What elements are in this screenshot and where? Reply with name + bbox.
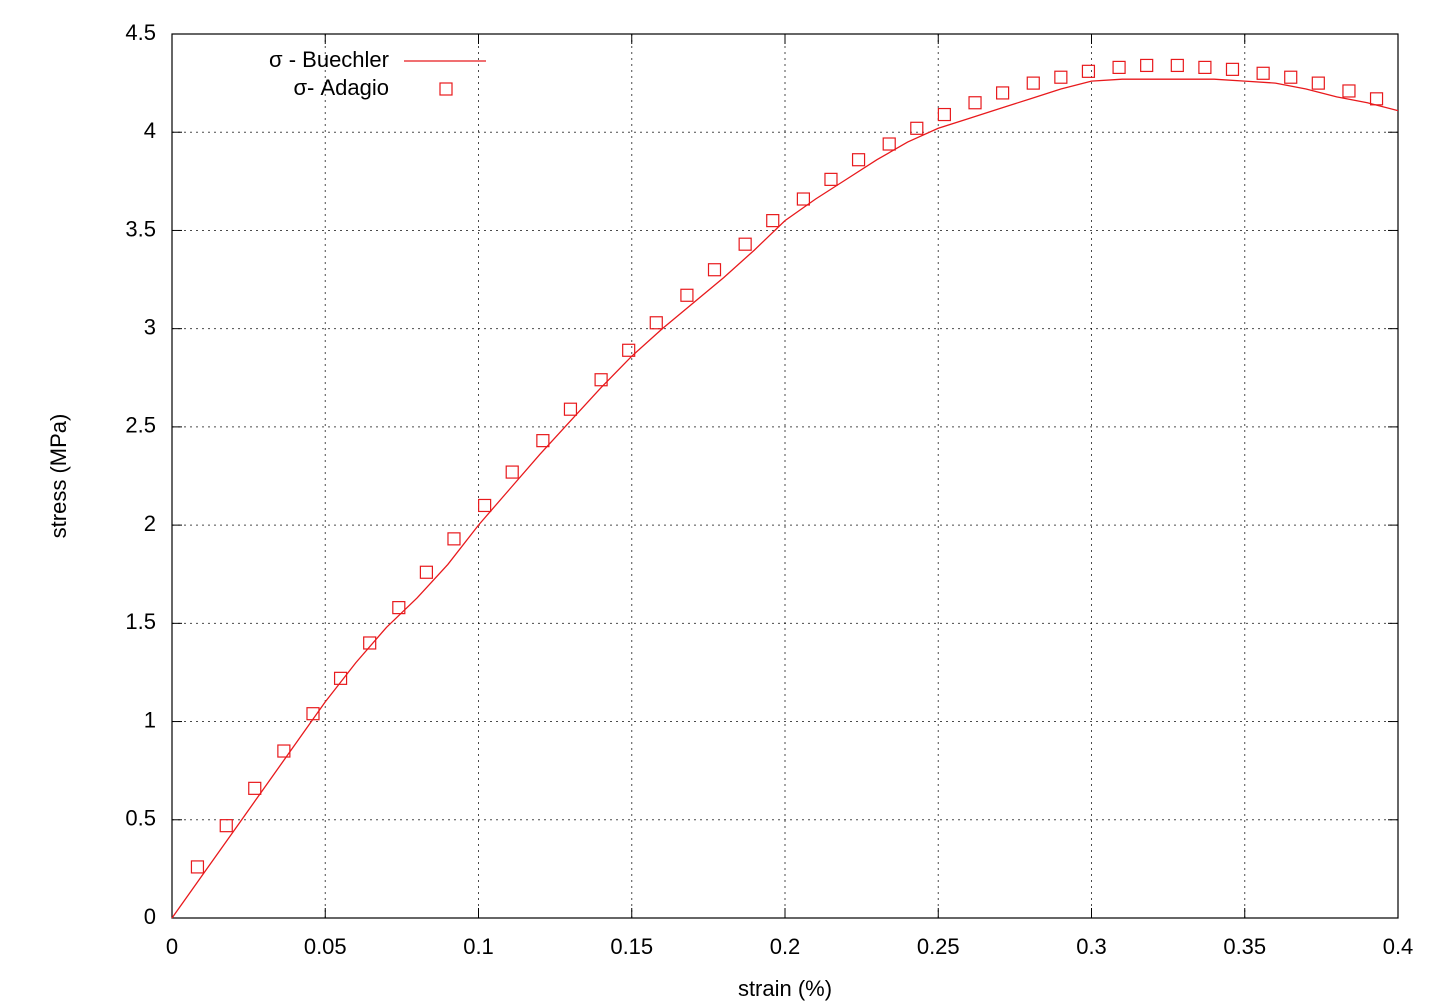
data-point <box>478 498 492 513</box>
data-point <box>419 565 433 579</box>
x-tick-label: 0 <box>166 934 178 959</box>
x-tick-label: 0.05 <box>304 934 347 959</box>
data-point <box>910 121 924 135</box>
y-tick-label: 2 <box>144 511 156 536</box>
data-point <box>996 86 1010 100</box>
data-point <box>219 819 233 833</box>
data-point <box>1225 62 1240 76</box>
legend-label: σ- Adagio <box>293 75 389 100</box>
data-point <box>796 192 810 206</box>
y-tick-label: 4 <box>144 118 156 143</box>
data-point <box>766 214 780 228</box>
x-tick-label: 0.15 <box>610 934 653 959</box>
data-point <box>333 671 348 685</box>
data-line <box>171 78 1399 919</box>
data-point <box>1170 58 1184 73</box>
data-point <box>649 316 663 330</box>
data-point <box>1342 84 1356 98</box>
x-tick-label: 0.35 <box>1223 934 1266 959</box>
data-point <box>1026 76 1040 90</box>
data-point <box>738 237 752 251</box>
y-tick-label: 1 <box>144 707 156 732</box>
data-point <box>190 860 205 874</box>
data-point <box>392 601 406 615</box>
data-point <box>363 636 377 650</box>
data-point <box>1081 64 1096 78</box>
y-tick-label: 4.5 <box>125 20 156 45</box>
data-point <box>851 153 866 167</box>
data-point <box>563 402 578 416</box>
data-point <box>536 434 550 448</box>
data-point <box>1369 92 1384 106</box>
data-point <box>680 288 694 302</box>
y-tick-label: 3.5 <box>125 216 156 241</box>
legend-swatch <box>439 82 453 96</box>
data-point <box>968 96 982 110</box>
data-point <box>594 373 608 387</box>
data-point <box>1140 58 1154 73</box>
legend-label: σ - Buechler <box>269 47 389 72</box>
x-tick-label: 0.2 <box>770 934 801 959</box>
y-tick-label: 1.5 <box>125 609 156 634</box>
data-point <box>824 172 838 186</box>
data-point <box>306 707 320 721</box>
y-tick-label: 0 <box>144 904 156 929</box>
data-point <box>622 343 636 357</box>
data-point <box>882 137 896 151</box>
data-point <box>1198 60 1212 74</box>
x-tick-label: 0.4 <box>1383 934 1414 959</box>
x-tick-label: 0.1 <box>463 934 494 959</box>
x-tick-label: 0.25 <box>917 934 960 959</box>
data-point <box>1284 70 1298 84</box>
data-point <box>505 465 519 479</box>
y-tick-label: 0.5 <box>125 806 156 831</box>
data-point <box>277 744 291 758</box>
plot-frame <box>171 33 1399 919</box>
y-tick-label: 3 <box>144 314 156 339</box>
x-axis-label: strain (%) <box>738 976 832 1001</box>
data-point <box>937 107 951 122</box>
data-point <box>447 532 461 546</box>
y-tick-label: 2.5 <box>125 413 156 438</box>
data-point <box>1054 70 1068 84</box>
data-point <box>248 781 262 795</box>
data-point <box>707 263 722 277</box>
data-point <box>1311 76 1325 90</box>
x-tick-label: 0.3 <box>1076 934 1107 959</box>
data-point <box>1256 66 1270 80</box>
data-point <box>1112 60 1126 74</box>
y-axis-label: stress (MPa) <box>46 414 71 539</box>
